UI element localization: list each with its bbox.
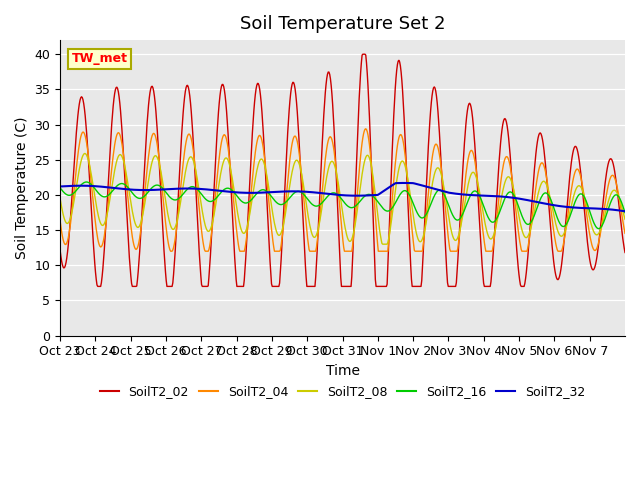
SoilT2_32 xyxy=(56,183,64,189)
SoilT2_16 xyxy=(276,202,284,207)
SoilT2_16 xyxy=(227,187,235,192)
SoilT2_08 xyxy=(81,151,89,156)
SoilT2_16 xyxy=(402,188,410,193)
Y-axis label: Soil Temperature (C): Soil Temperature (C) xyxy=(15,117,29,259)
Line: SoilT2_32: SoilT2_32 xyxy=(60,183,625,211)
Line: SoilT2_02: SoilT2_02 xyxy=(60,54,625,287)
SoilT2_32 xyxy=(276,189,284,194)
SoilT2_32 xyxy=(123,186,131,192)
SoilT2_32 xyxy=(400,180,408,186)
SoilT2_16 xyxy=(83,179,90,185)
SoilT2_08 xyxy=(403,168,410,174)
SoilT2_04 xyxy=(227,170,235,176)
Legend: SoilT2_02, SoilT2_04, SoilT2_08, SoilT2_16, SoilT2_32: SoilT2_02, SoilT2_04, SoilT2_08, SoilT2_… xyxy=(95,380,590,403)
SoilT2_08 xyxy=(124,177,131,182)
Title: Soil Temperature Set 2: Soil Temperature Set 2 xyxy=(240,15,445,33)
SoilT2_32 xyxy=(621,208,629,214)
SoilT2_32 xyxy=(433,187,441,192)
SoilT2_02 xyxy=(227,185,235,191)
SoilT2_08 xyxy=(434,165,442,171)
SoilT2_04 xyxy=(276,247,284,253)
SoilT2_02 xyxy=(255,83,263,88)
SoilT2_16 xyxy=(124,184,131,190)
SoilT2_08 xyxy=(255,159,263,165)
SoilT2_04 xyxy=(434,144,442,150)
Line: SoilT2_04: SoilT2_04 xyxy=(60,129,625,251)
SoilT2_02 xyxy=(434,108,442,114)
SoilT2_16 xyxy=(433,189,441,194)
X-axis label: Time: Time xyxy=(326,364,360,378)
Text: TW_met: TW_met xyxy=(72,52,127,65)
SoilT2_04 xyxy=(255,133,263,139)
SoilT2_02 xyxy=(94,284,102,289)
SoilT2_08 xyxy=(621,216,629,222)
SoilT2_02 xyxy=(359,51,367,57)
SoilT2_04 xyxy=(362,126,370,132)
SoilT2_32 xyxy=(227,189,234,195)
SoilT2_08 xyxy=(276,231,284,237)
SoilT2_08 xyxy=(227,168,235,174)
Line: SoilT2_16: SoilT2_16 xyxy=(60,182,625,228)
SoilT2_04 xyxy=(123,180,131,185)
SoilT2_02 xyxy=(124,219,131,225)
SoilT2_02 xyxy=(56,248,64,253)
SoilT2_16 xyxy=(595,226,602,231)
SoilT2_04 xyxy=(56,218,64,224)
SoilT2_16 xyxy=(255,189,263,194)
SoilT2_04 xyxy=(621,230,629,236)
SoilT2_32 xyxy=(255,190,262,196)
SoilT2_02 xyxy=(621,250,629,255)
SoilT2_04 xyxy=(167,248,175,254)
SoilT2_16 xyxy=(621,210,629,216)
SoilT2_02 xyxy=(403,162,410,168)
Line: SoilT2_08: SoilT2_08 xyxy=(60,154,625,244)
SoilT2_08 xyxy=(56,196,64,202)
SoilT2_32 xyxy=(402,180,410,186)
SoilT2_16 xyxy=(56,185,64,191)
SoilT2_02 xyxy=(276,269,284,275)
SoilT2_04 xyxy=(403,163,410,168)
SoilT2_08 xyxy=(379,241,387,247)
